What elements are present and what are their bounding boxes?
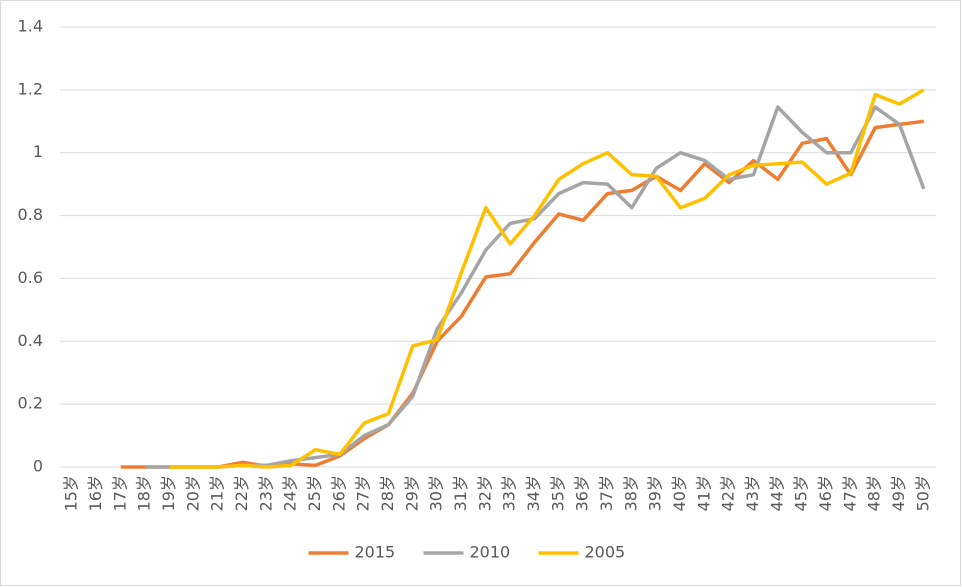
x-tick-label: 38岁 bbox=[621, 475, 640, 511]
x-tick-label: 27岁 bbox=[354, 475, 373, 511]
legend-label: 2015 bbox=[355, 543, 396, 562]
x-tick-label: 17岁 bbox=[110, 475, 129, 511]
x-tick-label: 45岁 bbox=[792, 475, 811, 511]
x-tick-label: 32岁 bbox=[475, 475, 494, 511]
x-tick-label: 40岁 bbox=[670, 475, 689, 511]
legend-label: 2010 bbox=[470, 543, 511, 562]
x-tick-label: 29岁 bbox=[402, 475, 421, 511]
x-tick-label: 28岁 bbox=[378, 475, 397, 511]
series-line bbox=[169, 88, 925, 469]
x-tick-label: 23岁 bbox=[256, 475, 275, 511]
x-tick-label: 49岁 bbox=[889, 475, 908, 511]
series-line bbox=[145, 105, 926, 469]
y-tick-label: 1 bbox=[33, 142, 43, 161]
x-tick-label: 50岁 bbox=[913, 475, 932, 511]
x-tick-label: 21岁 bbox=[208, 475, 227, 511]
y-tick-label: 0.4 bbox=[18, 331, 43, 350]
x-tick-label: 24岁 bbox=[281, 475, 300, 511]
x-tick-label: 36岁 bbox=[573, 475, 592, 511]
x-tick-label: 18岁 bbox=[135, 475, 154, 511]
y-tick-label: 0.2 bbox=[18, 394, 43, 413]
x-tick-label: 42岁 bbox=[719, 475, 738, 511]
x-tick-label: 48岁 bbox=[865, 475, 884, 511]
y-tick-label: 0.6 bbox=[18, 268, 43, 287]
y-tick-label: 1.2 bbox=[18, 79, 43, 98]
x-tick-label: 30岁 bbox=[427, 475, 446, 511]
x-tick-label: 39岁 bbox=[646, 475, 665, 511]
x-tick-label: 16岁 bbox=[86, 475, 105, 511]
y-tick-label: 0 bbox=[33, 457, 43, 476]
x-tick-label: 26岁 bbox=[329, 475, 348, 511]
x-tick-label: 46岁 bbox=[816, 475, 835, 511]
x-tick-label: 19岁 bbox=[159, 475, 178, 511]
y-tick-label: 1.4 bbox=[18, 17, 43, 36]
x-tick-label: 47岁 bbox=[840, 475, 859, 511]
legend-label: 2005 bbox=[585, 543, 626, 562]
x-tick-label: 25岁 bbox=[305, 475, 324, 511]
x-tick-label: 44岁 bbox=[767, 475, 786, 511]
x-tick-label: 35岁 bbox=[548, 475, 567, 511]
y-tick-label: 0.8 bbox=[18, 205, 43, 224]
x-tick-label: 43岁 bbox=[743, 475, 762, 511]
x-tick-label: 33岁 bbox=[500, 475, 519, 511]
x-tick-label: 34岁 bbox=[524, 475, 543, 511]
x-tick-label: 37岁 bbox=[597, 475, 616, 511]
x-tick-label: 15岁 bbox=[62, 475, 81, 511]
x-tick-label: 31岁 bbox=[451, 475, 470, 511]
x-tick-label: 22岁 bbox=[232, 475, 251, 511]
x-tick-label: 41岁 bbox=[694, 475, 713, 511]
x-tick-label: 20岁 bbox=[183, 475, 202, 511]
